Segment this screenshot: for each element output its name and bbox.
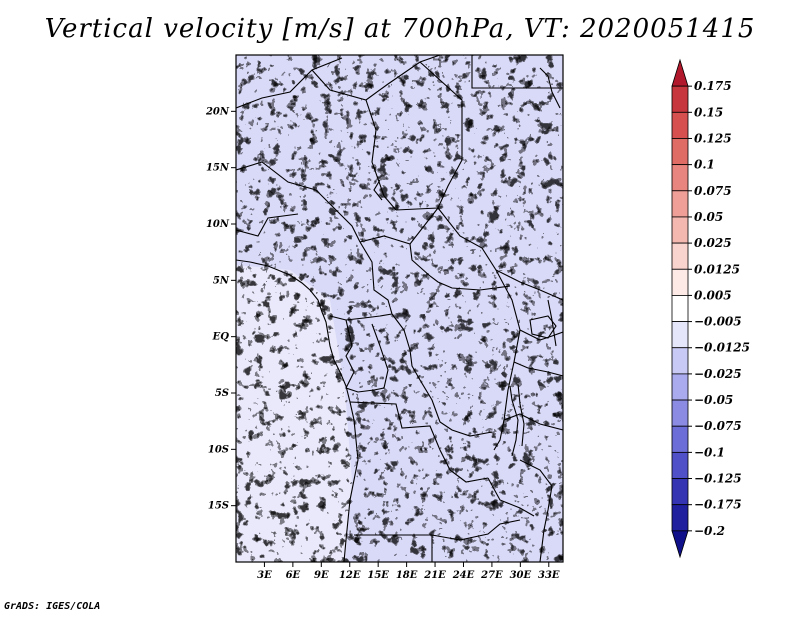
colorbar-label: −0.075 <box>694 419 742 433</box>
colorbar-swatch <box>671 295 689 322</box>
lon-tick-label: 3E <box>257 570 272 581</box>
colorbar-label: −0.05 <box>694 393 733 407</box>
colorbar-swatch <box>671 111 689 139</box>
colorbar-label: 0.1 <box>694 158 715 172</box>
colorbar-swatch <box>671 425 689 453</box>
colorbar-label: 0.005 <box>694 288 732 302</box>
lon-tick-label: 15E <box>367 570 389 581</box>
longitude-axis: 3E 6E 9E 12E 15E 18E 21E 24E 27E 30E 33E <box>257 562 560 581</box>
colorbar-swatch <box>671 164 689 192</box>
colorbar-label: 0.15 <box>694 105 723 119</box>
colorbar-swatch <box>671 347 689 375</box>
map-frame <box>235 54 564 563</box>
colorbar-label: 0.0125 <box>694 262 740 276</box>
colorbar-label: −0.125 <box>694 472 742 486</box>
colorbar-label: −0.005 <box>694 315 742 329</box>
colorbar-swatch <box>671 216 689 244</box>
political-boundaries <box>236 55 563 562</box>
lat-tick-label: 10S <box>208 444 229 455</box>
colorbar-label: −0.175 <box>694 498 742 512</box>
colorbar-swatch <box>671 190 689 218</box>
colorbar-swatch <box>671 58 689 87</box>
colorbar-swatch <box>671 321 689 349</box>
colorbar-swatch <box>671 451 689 479</box>
lat-tick-label: 5N <box>213 275 230 286</box>
colorbar-swatch <box>671 85 689 113</box>
colorbar-label: 0.05 <box>694 210 723 224</box>
colorbar-swatch <box>671 478 689 506</box>
colorbar-label: −0.1 <box>694 445 725 459</box>
lat-tick-label: 5S <box>215 388 229 399</box>
lon-tick-label: 30E <box>510 570 532 581</box>
lon-tick-label: 27E <box>480 570 503 581</box>
lon-tick-label: 6E <box>286 570 301 581</box>
lon-tick-label: 9E <box>314 570 329 581</box>
colorbar-swatch <box>671 242 689 270</box>
colorbar-label: −0.0125 <box>694 341 750 355</box>
colorbar-label: 0.025 <box>694 236 732 250</box>
plot-title: Vertical velocity [m/s] at 700hPa, VT: 2… <box>44 14 756 44</box>
velocity-field <box>236 55 563 562</box>
colorbar-swatch <box>671 504 689 532</box>
lat-tick-label: 15N <box>206 163 230 174</box>
colorbar-label: −0.2 <box>694 524 725 538</box>
colorbar-label: 0.175 <box>694 79 732 93</box>
lat-tick-label: EQ <box>212 332 230 343</box>
lon-tick-label: 33E <box>538 570 560 581</box>
colorbar-label: −0.025 <box>694 367 742 381</box>
lat-tick-label: 15S <box>208 501 229 512</box>
colorbar-swatch <box>671 373 689 401</box>
grads-credit: GrADS: IGES/COLA <box>4 601 101 612</box>
lat-tick-label: 10N <box>206 219 230 230</box>
colorbar-swatch <box>671 399 689 427</box>
lon-tick-label: 18E <box>396 570 418 581</box>
lat-tick-label: 20N <box>205 106 230 117</box>
lon-tick-label: 24E <box>452 570 475 581</box>
colorbar-swatch <box>671 268 689 296</box>
colorbar-label: 0.125 <box>694 131 732 145</box>
latitude-axis: 20N 15N 10N 5N EQ 5S 10S 15S <box>205 106 236 512</box>
lon-tick-label: 21E <box>423 570 446 581</box>
colorbar-swatch <box>671 138 689 166</box>
colorbar-swatch <box>671 530 689 559</box>
colorbar: 0.175 0.15 0.125 0.1 0.075 0.05 0.025 0.0125 0.0… <box>671 58 750 559</box>
lon-tick-label: 12E <box>339 570 361 581</box>
colorbar-label: 0.075 <box>694 184 732 198</box>
